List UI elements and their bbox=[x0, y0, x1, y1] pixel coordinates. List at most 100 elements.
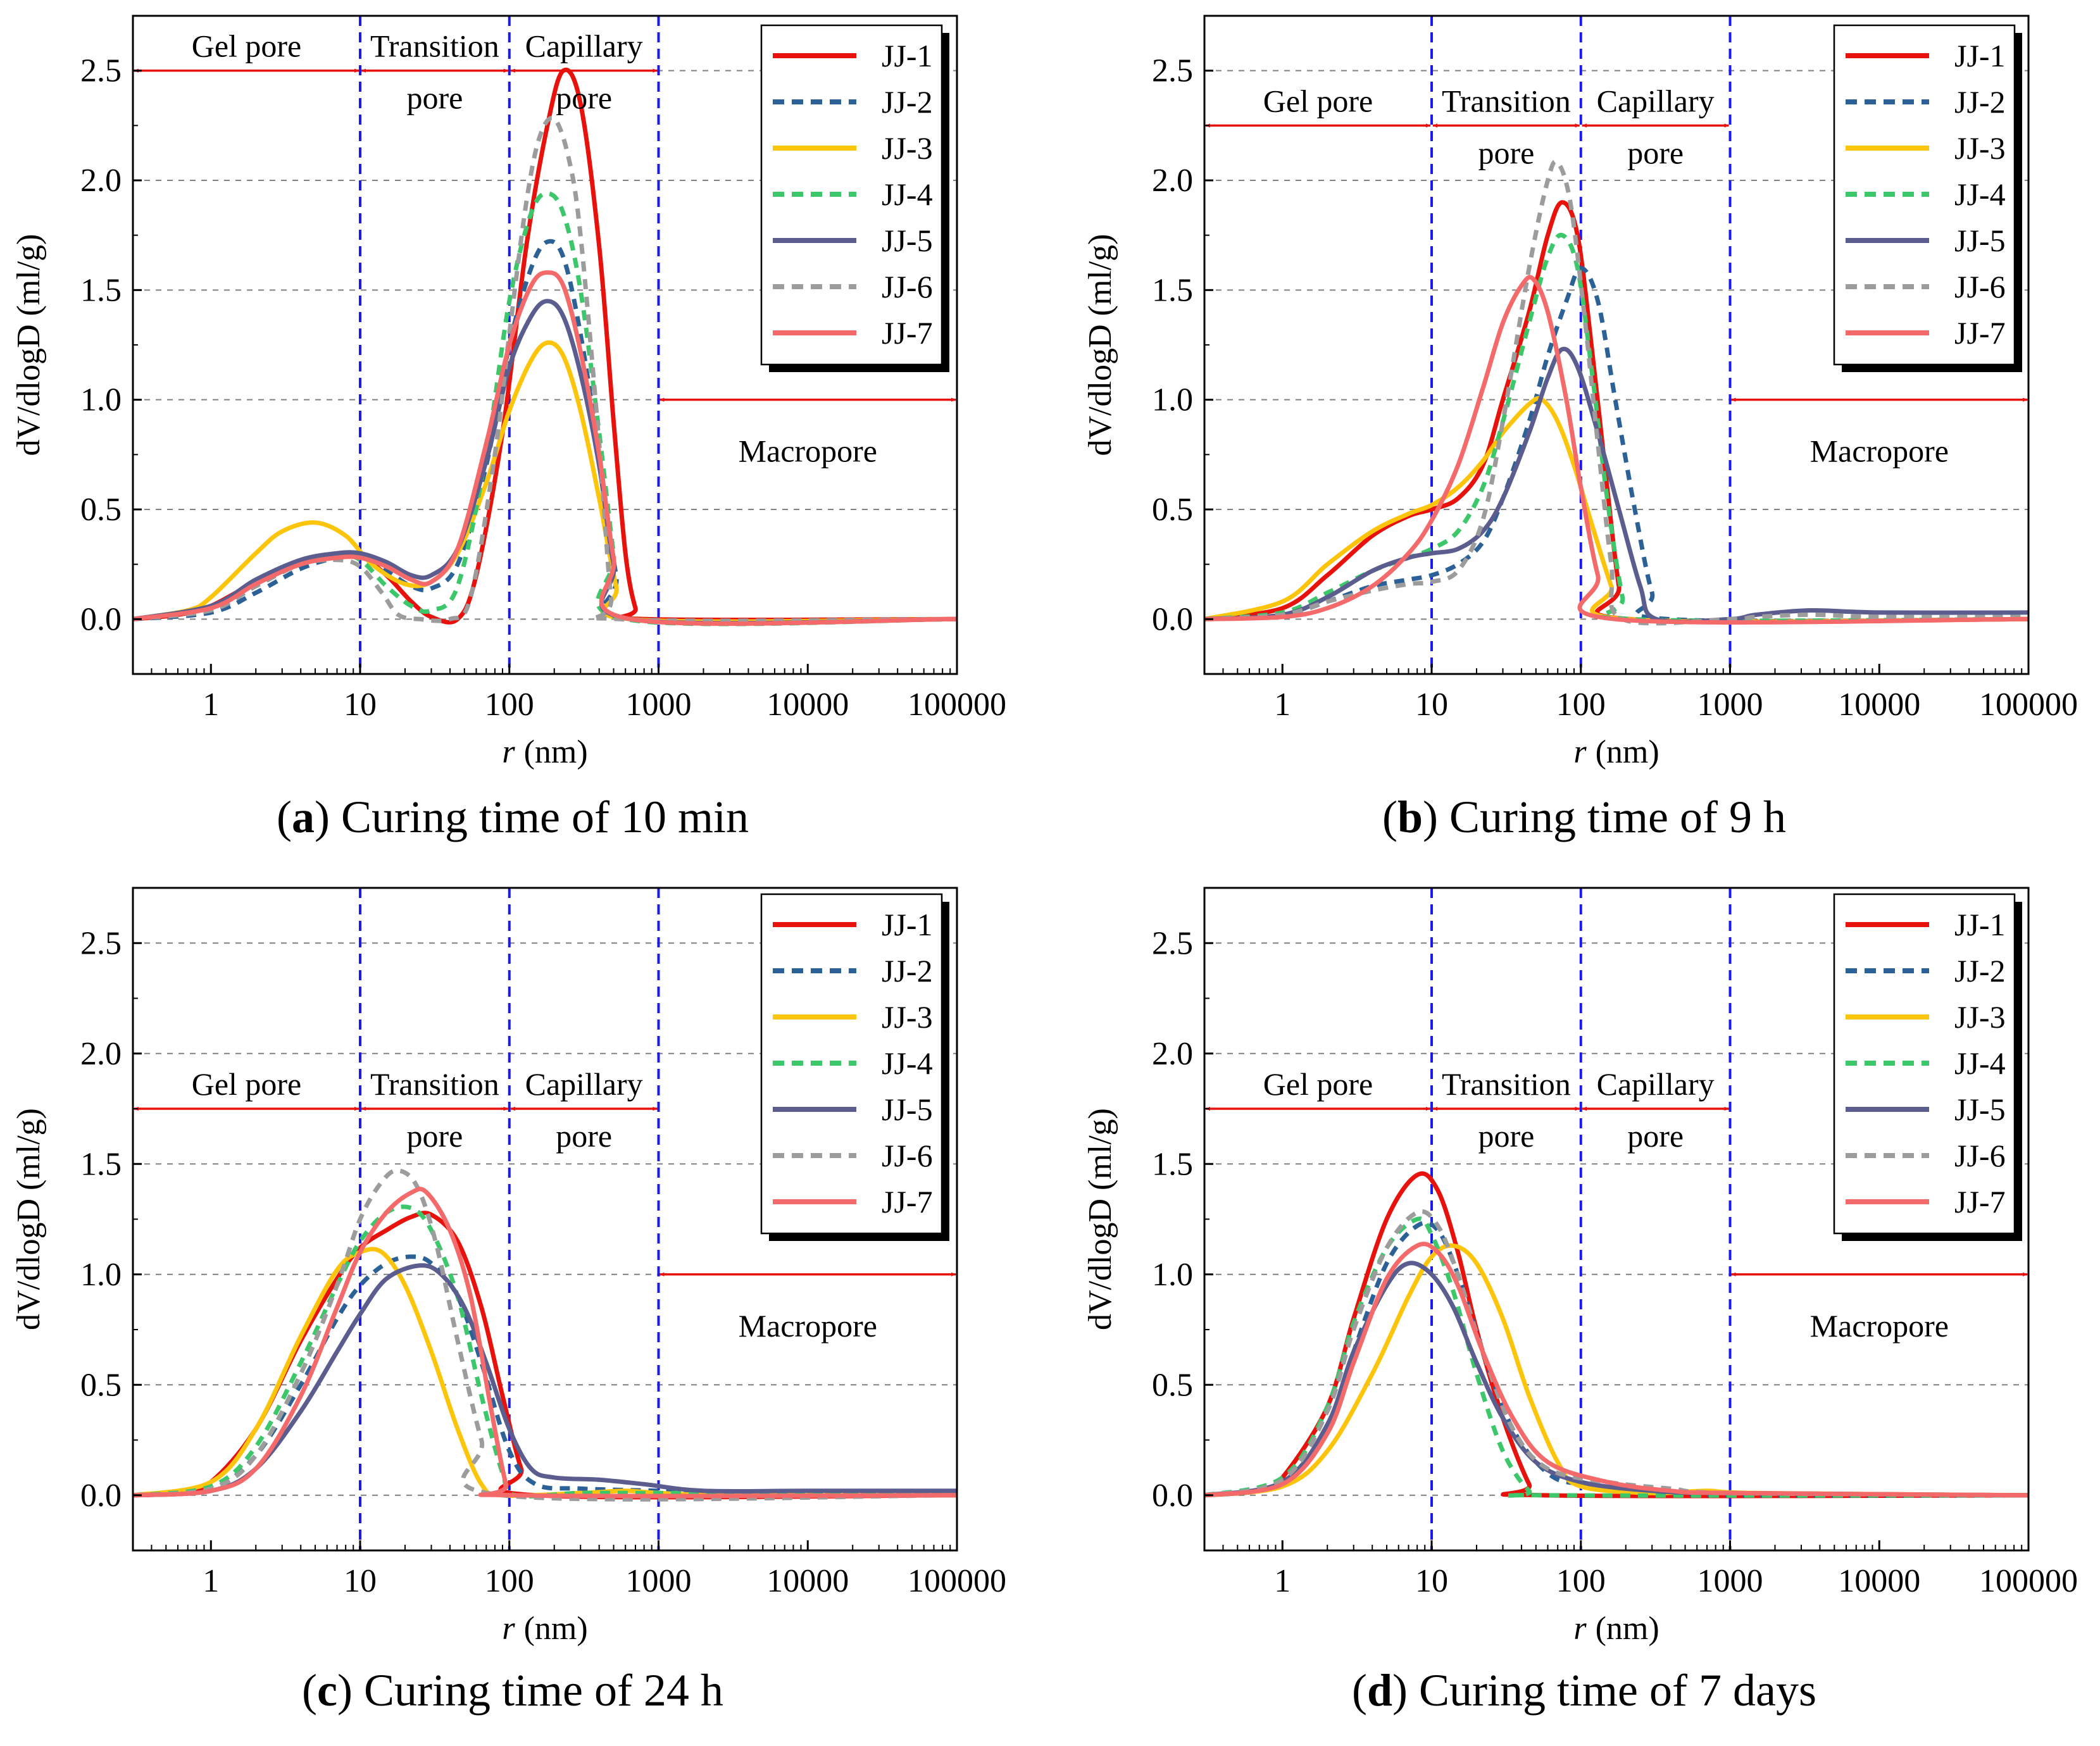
legend: JJ-1 JJ-2 JJ-3 JJ-4 JJ-5 JJ-6 JJ-7 bbox=[760, 24, 949, 372]
panel-c: Gel pore Transition pore Capillary pore Macro… bbox=[11, 887, 1006, 1716]
legend-label-jj-4: JJ-4 bbox=[1954, 1045, 2006, 1081]
legend-label-jj-5: JJ-5 bbox=[1954, 1092, 2006, 1127]
y-axis-title: dV/dlogD (ml/g) bbox=[11, 234, 47, 456]
legend-label-jj-6: JJ-6 bbox=[1954, 269, 2006, 304]
legend-label-jj-2: JJ-2 bbox=[882, 953, 933, 988]
y-tick-label: 1.0 bbox=[80, 1257, 122, 1293]
legend-label-jj-1: JJ-1 bbox=[882, 907, 933, 942]
x-tick-label: 1000 bbox=[626, 687, 692, 723]
region-label: Capillary bbox=[525, 1066, 643, 1102]
y-tick-label: 1.5 bbox=[80, 272, 122, 308]
caption-open-paren: ( bbox=[1352, 1665, 1367, 1716]
x-tick-label: 1 bbox=[203, 1563, 219, 1599]
x-axis-symbol: r bbox=[502, 734, 515, 770]
caption-panel-letter: b bbox=[1397, 792, 1423, 842]
x-tick-label: 10 bbox=[1415, 687, 1448, 723]
x-tick-label: 10 bbox=[344, 687, 377, 723]
series-line-jj-3 bbox=[133, 1247, 957, 1498]
legend-label-jj-3: JJ-3 bbox=[882, 999, 933, 1035]
y-axis-title: dV/dlogD (ml/g) bbox=[1082, 1108, 1118, 1330]
legend-label-jj-1: JJ-1 bbox=[882, 38, 933, 73]
y-tick-label: 1.5 bbox=[1152, 272, 1193, 308]
panel-caption: (a) Curing time of 10 min bbox=[277, 792, 749, 842]
region-label: Transition bbox=[370, 28, 499, 64]
caption-text: Curing time of 9 h bbox=[1449, 792, 1786, 842]
x-tick-label: 100000 bbox=[908, 687, 1006, 723]
x-tick-label: 10 bbox=[344, 1563, 377, 1599]
caption-text: Curing time of 24 h bbox=[364, 1665, 723, 1716]
legend-label-jj-7: JJ-7 bbox=[882, 315, 933, 351]
panel-a: Gel pore Transition pore Capillary pore Macro… bbox=[11, 15, 1006, 842]
series-group bbox=[133, 1168, 957, 1502]
caption-close-paren: ) bbox=[1392, 1665, 1419, 1716]
x-tick-label: 100 bbox=[1556, 1563, 1606, 1599]
region-label-line2: pore bbox=[1478, 135, 1534, 170]
region-label: Transition bbox=[370, 1066, 499, 1102]
x-tick-label: 100000 bbox=[1979, 687, 2078, 723]
legend-label-jj-3: JJ-3 bbox=[1954, 130, 2006, 166]
y-tick-label: 2.5 bbox=[80, 53, 122, 89]
x-axis-unit: (nm) bbox=[1596, 1611, 1659, 1647]
series-line-jj-1 bbox=[133, 1211, 957, 1500]
legend-label-jj-7: JJ-7 bbox=[1954, 1184, 2006, 1219]
series-line-jj-2 bbox=[133, 1254, 957, 1498]
series-line-jj-3 bbox=[1204, 396, 2028, 624]
region-label: Macropore bbox=[1810, 433, 1949, 469]
x-tick-label: 10000 bbox=[1838, 687, 1920, 723]
y-axis-title: dV/dlogD (ml/g) bbox=[11, 1108, 47, 1330]
x-tick-label: 10000 bbox=[766, 1563, 849, 1599]
series-group bbox=[1204, 159, 2028, 626]
x-axis-title: r (nm) bbox=[502, 1611, 587, 1647]
legend-label-jj-1: JJ-1 bbox=[1954, 907, 2006, 942]
legend-label-jj-2: JJ-2 bbox=[882, 84, 933, 120]
region-label-line2: pore bbox=[556, 1118, 612, 1154]
x-axis-symbol: r bbox=[1573, 734, 1587, 770]
panel-caption: (b) Curing time of 9 h bbox=[1382, 792, 1786, 842]
x-tick-label: 10000 bbox=[766, 687, 849, 723]
legend-label-jj-4: JJ-4 bbox=[882, 1045, 933, 1081]
region-label: Macropore bbox=[739, 1308, 877, 1344]
legend-label-jj-6: JJ-6 bbox=[1954, 1138, 2006, 1173]
x-axis-symbol: r bbox=[1573, 1611, 1587, 1647]
region-label-line2: pore bbox=[1627, 1118, 1684, 1154]
legend-label-jj-1: JJ-1 bbox=[1954, 38, 2006, 73]
x-tick-label: 100 bbox=[485, 1563, 534, 1599]
y-axis-title: dV/dlogD (ml/g) bbox=[1082, 234, 1118, 456]
legend-label-jj-3: JJ-3 bbox=[882, 130, 933, 166]
region-label: Capillary bbox=[525, 28, 643, 64]
y-tick-label: 1.0 bbox=[1152, 382, 1193, 418]
region-label: Transition bbox=[1442, 1066, 1571, 1102]
x-tick-label: 10000 bbox=[1838, 1563, 1920, 1599]
series-line-jj-1 bbox=[1204, 200, 2028, 624]
x-tick-label: 100 bbox=[485, 687, 534, 723]
caption-close-paren: ) bbox=[337, 1665, 364, 1716]
region-label-line2: pore bbox=[556, 80, 612, 116]
y-tick-label: 0.5 bbox=[1152, 1367, 1193, 1403]
legend-label-jj-5: JJ-5 bbox=[882, 223, 933, 258]
x-tick-label: 1 bbox=[203, 687, 219, 723]
legend: JJ-1 JJ-2 JJ-3 JJ-4 JJ-5 JJ-6 JJ-7 bbox=[760, 893, 949, 1241]
y-tick-label: 0.0 bbox=[1152, 601, 1193, 637]
x-axis-unit: (nm) bbox=[524, 1611, 588, 1647]
y-tick-label: 1.5 bbox=[80, 1146, 122, 1182]
region-label: Gel pore bbox=[1263, 1066, 1373, 1102]
caption-close-paren: ) bbox=[1423, 792, 1449, 842]
y-tick-label: 0.0 bbox=[80, 1478, 122, 1514]
region-label: Gel pore bbox=[192, 28, 302, 64]
caption-open-paren: ( bbox=[1382, 792, 1397, 842]
series-line-jj-6 bbox=[133, 1168, 957, 1502]
region-label: Transition bbox=[1442, 83, 1571, 118]
y-tick-label: 2.0 bbox=[80, 163, 122, 199]
x-tick-label: 1000 bbox=[1697, 687, 1763, 723]
x-tick-label: 10 bbox=[1415, 1563, 1448, 1599]
panel-d: Gel pore Transition pore Capillary pore Macro… bbox=[1082, 887, 2078, 1716]
x-tick-label: 1 bbox=[1274, 687, 1291, 723]
series-line-jj-5 bbox=[1204, 1261, 2028, 1498]
caption-open-paren: ( bbox=[302, 1665, 317, 1716]
y-tick-label: 1.0 bbox=[80, 382, 122, 418]
series-line-jj-4 bbox=[1204, 1216, 2028, 1498]
series-group bbox=[1204, 1171, 2028, 1499]
panel-b: Gel pore Transition pore Capillary pore Macro… bbox=[1082, 15, 2078, 842]
series-line-jj-2 bbox=[1204, 266, 2028, 623]
